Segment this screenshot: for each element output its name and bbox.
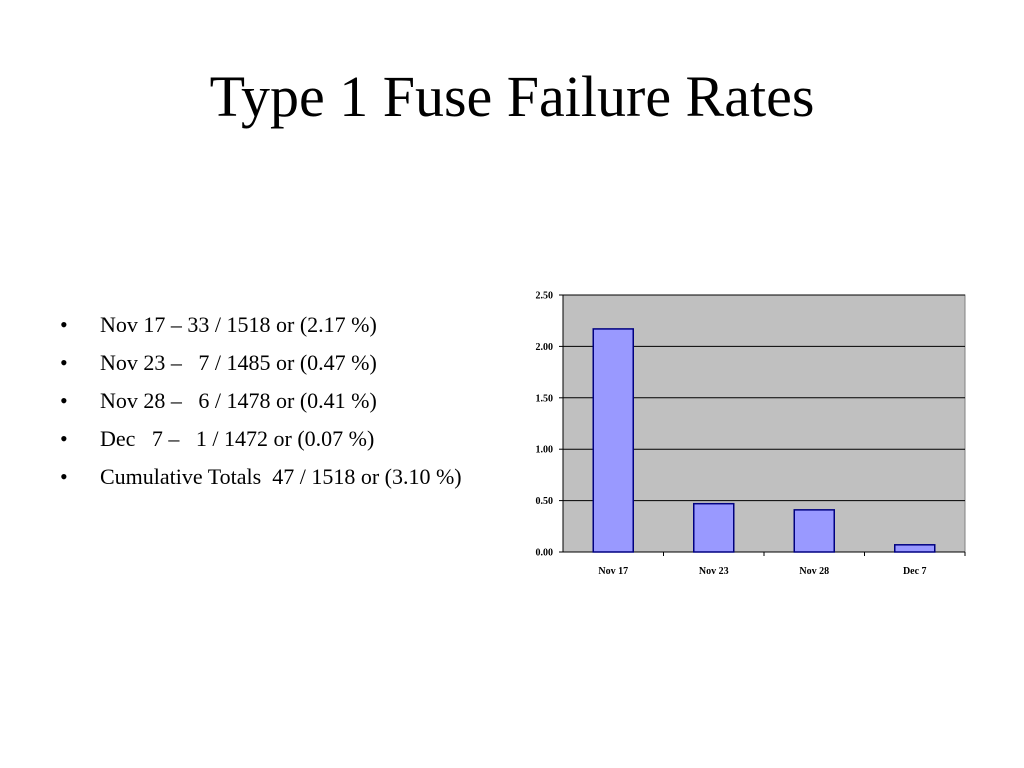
slide-title: Type 1 Fuse Failure Rates: [209, 64, 815, 129]
bar: [894, 544, 936, 553]
y-tick-label: 1.00: [536, 445, 554, 456]
bullet-text: Dec 7 – 1 / 1472 or (0.07 %): [100, 426, 375, 451]
y-tick-label: 2.00: [536, 342, 554, 353]
bar: [793, 509, 835, 553]
bullet-dot-icon: •: [60, 464, 68, 489]
bullet-dot-icon: •: [60, 312, 68, 337]
bullet-dot-icon: •: [60, 388, 68, 413]
bullet-item: • Nov 28 – 6 / 1478 or (0.41 %): [60, 388, 480, 414]
y-tick-label: 2.50: [536, 291, 554, 302]
x-tick-label: Dec 7: [903, 566, 927, 577]
y-tick-label: 0.50: [536, 496, 554, 507]
bullet-list: • Nov 17 – 33 / 1518 or (2.17 %) • Nov 23 …: [60, 312, 480, 502]
bullet-text: Nov 28 – 6 / 1478 or (0.41 %): [100, 388, 377, 413]
y-tick-label: 1.50: [536, 393, 554, 404]
bullet-text: Cumulative Totals 47 / 1518 or (3.10 %): [100, 464, 462, 489]
x-tick-label: Nov 23: [699, 566, 729, 577]
bullet-text: Nov 23 – 7 / 1485 or (0.47 %): [100, 350, 377, 375]
y-tick-label: 0.00: [536, 548, 554, 559]
x-tick-label: Nov 28: [799, 566, 829, 577]
bullet-text: Nov 17 – 33 / 1518 or (2.17 %): [100, 312, 377, 337]
x-tick-label: Nov 17: [598, 566, 628, 577]
bullet-item: • Dec 7 – 1 / 1472 or (0.07 %): [60, 426, 480, 452]
bullet-dot-icon: •: [60, 426, 68, 451]
bullet-item: • Nov 17 – 33 / 1518 or (2.17 %): [60, 312, 480, 338]
bar: [693, 502, 735, 553]
bullet-item: • Nov 23 – 7 / 1485 or (0.47 %): [60, 350, 480, 376]
bar: [592, 328, 634, 553]
bullet-dot-icon: •: [60, 350, 68, 375]
bullet-item: • Cumulative Totals 47 / 1518 or (3.10 %): [60, 464, 480, 490]
